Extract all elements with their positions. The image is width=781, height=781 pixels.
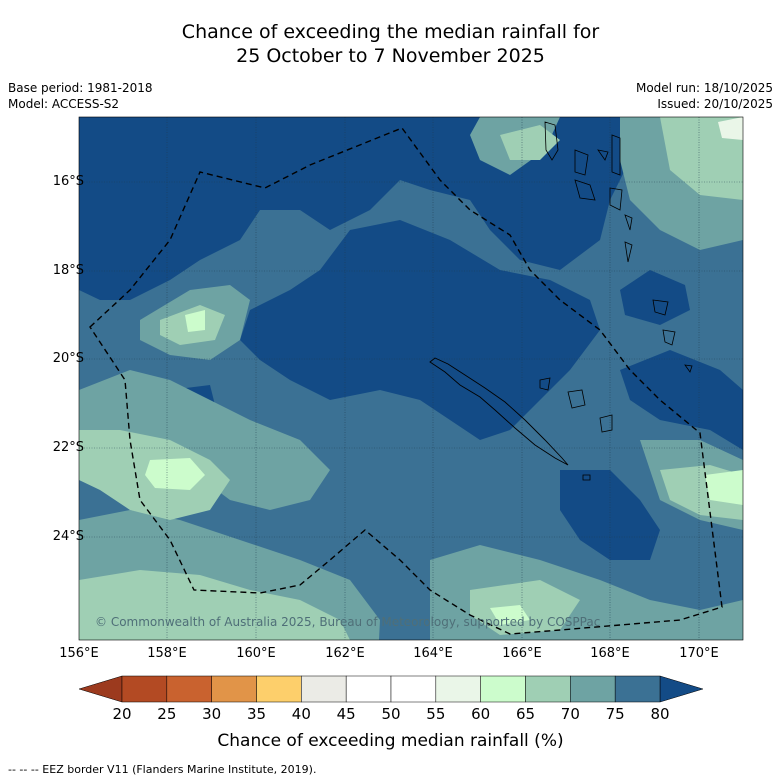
map-title-line2: 25 October to 7 November 2025 (236, 45, 545, 67)
colorbar (78, 675, 704, 703)
map-frame (78, 116, 744, 641)
region-teal-west (79, 370, 330, 510)
colorbar-tick-label: 80 (650, 705, 670, 723)
model-name: Model: ACCESS-S2 (8, 97, 120, 111)
new-caledonia-coast (429, 357, 569, 466)
colorbar-tick-label: 30 (202, 705, 222, 723)
colorbar-tick-label: 35 (246, 705, 267, 723)
base-period: Base period: 1981-2018 (8, 81, 153, 95)
model-run: Model run: 18/10/2025 (635, 81, 773, 95)
region-light-east (705, 470, 743, 505)
probability-field: © Commonwealth of Australia 2025, Bureau… (79, 117, 743, 640)
colorbar-box (570, 675, 616, 703)
loyalty-islands (539, 377, 613, 481)
lon-label-160e: 160°E (236, 646, 276, 661)
colorbar-tick-label: 75 (605, 705, 625, 723)
colorbar-box (614, 675, 661, 703)
graticule (79, 117, 743, 640)
colorbar-tick-label: 50 (381, 705, 401, 723)
region-green-southwest (79, 570, 350, 640)
region-light-ne (718, 117, 743, 140)
issued-date: Issued: 20/10/2025 (657, 97, 773, 111)
region-deep-east2 (620, 270, 690, 325)
colorbar-box (435, 675, 481, 703)
lon-label-162e: 162°E (325, 646, 365, 661)
region-deep-central (240, 220, 600, 440)
colorbar-box (525, 675, 571, 703)
region-light-south (490, 605, 530, 625)
eez-legend: -- -- -- EEZ border V11 (Flanders Marine… (8, 763, 317, 776)
colorbar-tick-label: 65 (515, 705, 536, 723)
colorbar-box (345, 675, 392, 703)
info-left: Base period: 1981-2018 Model: ACCESS-S2 (8, 80, 153, 112)
colorbar-box (211, 675, 257, 703)
colorbar-tick-label: 55 (426, 705, 446, 723)
region-deep-east (620, 350, 743, 450)
lat-label-20s: 20°S (52, 351, 84, 366)
colorbar-over-arrow (659, 675, 704, 703)
colorbar-tick-label: 60 (471, 705, 491, 723)
lon-label-164e: 164°E (413, 646, 453, 661)
region-light-west (145, 458, 205, 490)
region-green-mid (500, 125, 560, 160)
lat-label-18s: 18°S (52, 263, 84, 278)
colorbar-title: Chance of exceeding median rainfall (%) (217, 731, 564, 751)
colorbar-tick-label: 40 (291, 705, 311, 723)
colorbar-box (301, 675, 347, 703)
colorbar-box (166, 675, 212, 703)
colorbar-tick-label: 70 (560, 705, 580, 723)
lat-label-24s: 24°S (52, 529, 84, 544)
colorbar-box (256, 675, 302, 703)
colorbar-tick-label: 25 (157, 705, 177, 723)
region-green-south (470, 580, 580, 635)
lat-label-22s: 22°S (52, 440, 84, 455)
lon-label-166e: 166°E (502, 646, 542, 661)
colorbar-under-arrow (78, 675, 123, 703)
lon-label-158e: 158°E (147, 646, 187, 661)
lon-label-168e: 168°E (590, 646, 630, 661)
copyright-text: © Commonwealth of Australia 2025, Bureau… (95, 615, 600, 629)
lon-label-156e: 156°E (59, 646, 99, 661)
vanuatu-islands (544, 121, 693, 373)
colorbar-box (480, 675, 526, 703)
info-right: Model run: 18/10/2025 Issued: 20/10/2025 (636, 80, 773, 112)
lat-label-16s: 16°S (52, 174, 84, 189)
colorbar-tick-label: 20 (112, 705, 132, 723)
colorbar-box (390, 675, 437, 703)
colorbar-tick-label: 45 (336, 705, 356, 723)
region-light-north (185, 310, 205, 332)
map-title-line1: Chance of exceeding the median rainfall … (181, 21, 600, 43)
lon-label-170e: 170°E (679, 646, 719, 661)
colorbar-box (121, 675, 168, 703)
